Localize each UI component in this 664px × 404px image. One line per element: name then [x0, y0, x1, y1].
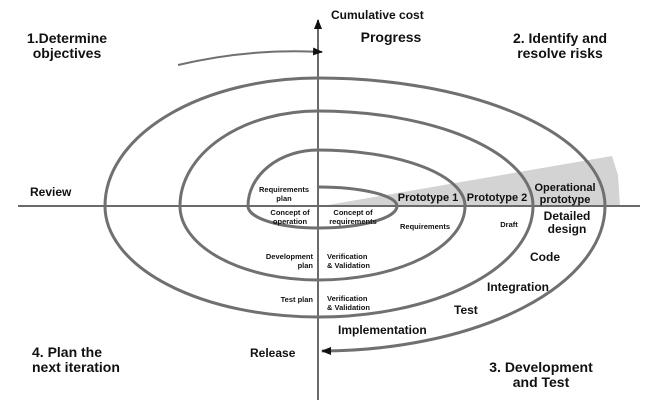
- spiral-path: [103, 76, 607, 355]
- progress-label: Progress: [360, 29, 422, 45]
- quadrant-4-label: 4. Plan the next iteration: [32, 344, 120, 376]
- cumulative-cost-label: Cumulative cost: [331, 8, 424, 22]
- review-label: Review: [30, 185, 72, 199]
- test-plan-label: Test plan: [280, 295, 313, 304]
- requirements-plan-label: Requirements plan: [258, 185, 310, 203]
- concept-of-requirements-label: Concept of requirements: [329, 208, 377, 226]
- prototype-1-label: Prototype 1: [397, 192, 459, 204]
- code-label: Code: [530, 250, 560, 264]
- draft-label: Draft: [500, 220, 518, 229]
- test-label: Test: [454, 303, 478, 317]
- concept-of-operation-label: Concept of operation: [270, 208, 310, 226]
- quadrant-1-label: 1.Determine objectives: [26, 30, 108, 62]
- integration-label: Integration: [487, 280, 549, 294]
- detailed-design-label: Detailed design: [543, 209, 591, 237]
- verification-validation-1-label: Verification & Validation: [327, 252, 370, 270]
- requirements-label: Requirements: [399, 222, 451, 231]
- prototype-shaded-wedge: [322, 156, 620, 206]
- operational-prototype-label: Operational prototype: [534, 182, 596, 207]
- verification-validation-2-label: Verification & Validation: [327, 294, 370, 312]
- development-plan-label: Development plan: [265, 252, 313, 270]
- release-label: Release: [250, 346, 296, 360]
- progress-arrow: [177, 47, 323, 66]
- quadrant-2-label: 2. Identify and resolve risks: [512, 30, 608, 62]
- quadrant-3-label: 3. Development and Test: [489, 359, 593, 391]
- implementation-label: Implementation: [338, 323, 427, 337]
- prototype-2-label: Prototype 2: [466, 192, 528, 204]
